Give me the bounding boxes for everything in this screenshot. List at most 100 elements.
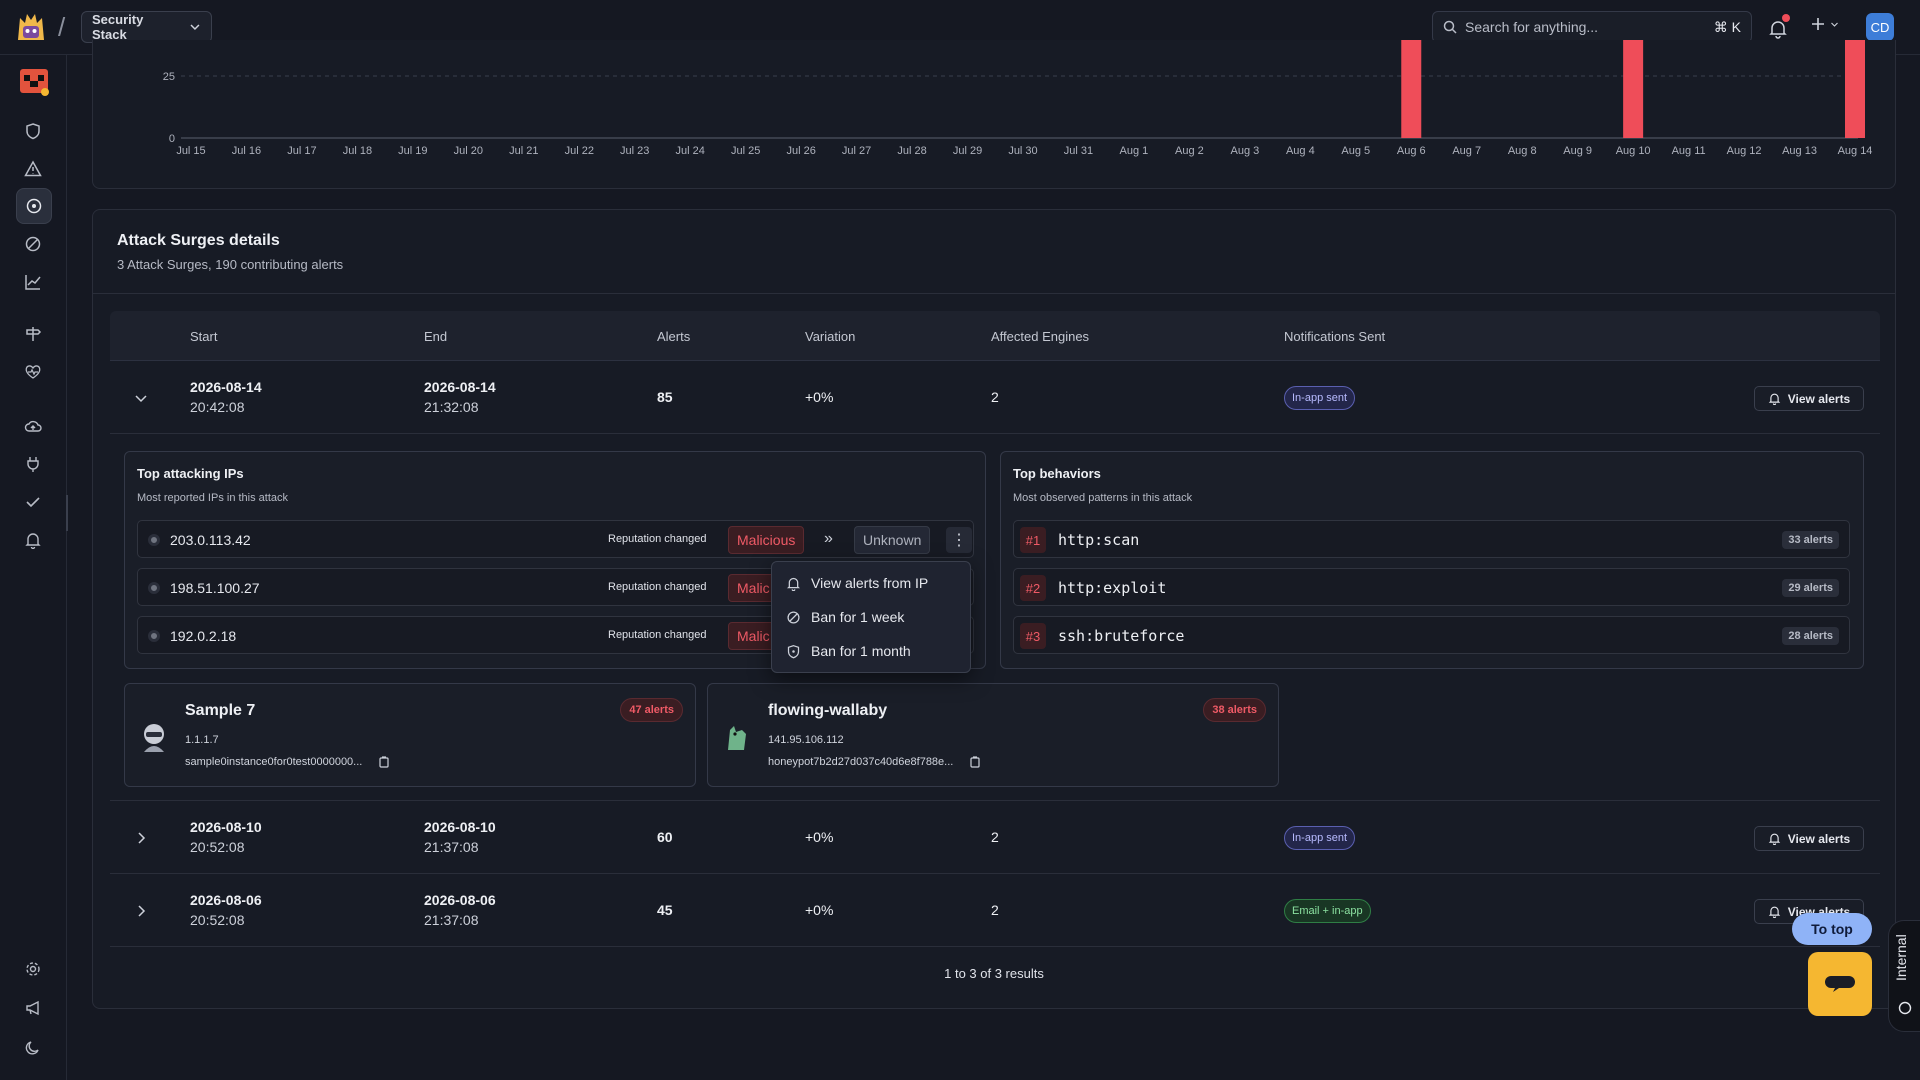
engine-name[interactable]: flowing-wallaby [768, 702, 888, 719]
start-cell: 2026-08-14 20:42:08 [190, 377, 262, 417]
column-end[interactable]: End [424, 329, 448, 344]
cloud-icon[interactable] [20, 413, 46, 439]
engine-avatar-icon [728, 726, 746, 750]
x-tick-label: Jul 26 [786, 145, 815, 157]
behavior-row[interactable]: #1 http:scan 33 alerts [1013, 520, 1850, 558]
moon-icon[interactable] [20, 1035, 46, 1061]
x-tick-label: Jul 16 [232, 145, 261, 157]
notification-badge: In-app sent [1284, 386, 1356, 410]
engine-card[interactable]: flowing-wallaby 141.95.106.112 honeypot7… [707, 683, 1279, 787]
table-row[interactable]: 2026-08-14 20:42:08 2026-08-14 21:32:08 85… [110, 361, 1880, 434]
org-logo-icon[interactable] [18, 65, 50, 97]
chevron-down-icon[interactable] [134, 391, 148, 405]
chat-button[interactable] [1808, 952, 1872, 1016]
ip-row[interactable]: 203.0.113.42 Reputation changed Maliciou… [137, 520, 974, 558]
top-behaviors-title: Top behaviors [1013, 466, 1101, 481]
attack-surges-details-card: Attack Surges details 3 Attack Surges, 1… [92, 209, 1896, 1009]
view-alerts-label: View alerts [1787, 831, 1851, 846]
end-time: 21:32:08 [424, 399, 479, 415]
engines-count: 2 [991, 902, 999, 918]
engine-id: sample0instance0for0test0000000... [185, 756, 363, 768]
bell-icon [1768, 906, 1780, 918]
user-avatar[interactable]: CD [1866, 13, 1894, 41]
ip-address[interactable]: 192.0.2.18 [170, 628, 237, 644]
sidebar-resize-handle[interactable] [66, 495, 68, 531]
sidebar [0, 55, 67, 1080]
engine-name[interactable]: Sample 7 [185, 702, 256, 719]
engine-alerts-badge: 38 alerts [1203, 698, 1266, 722]
crowdsec-logo-icon[interactable] [14, 10, 48, 44]
column-start[interactable]: Start [190, 329, 218, 344]
heart-pulse-icon[interactable] [20, 359, 46, 385]
x-tick-label: Aug 14 [1838, 145, 1873, 157]
start-date: 2026-08-06 [190, 892, 262, 908]
view-alerts-button[interactable]: View alerts [1754, 386, 1864, 411]
end-date: 2026-08-10 [424, 819, 496, 835]
more-actions-button[interactable]: ⋮ [946, 527, 972, 553]
double-chevron-right-icon: » [824, 530, 833, 547]
behavior-row[interactable]: #3 ssh:bruteforce 28 alerts [1013, 616, 1850, 654]
engine-id-row: honeypot7b2d27d037c40d6e8f788e... [768, 756, 981, 768]
internal-tab[interactable]: Internal [1888, 920, 1920, 1032]
x-tick-label: Jul 15 [176, 145, 205, 157]
shield-icon[interactable] [20, 118, 46, 144]
table-row[interactable]: 2026-08-10 20:52:08 2026-08-10 21:37:08 60… [110, 801, 1880, 874]
copy-icon[interactable] [378, 756, 390, 768]
column-affected-engines[interactable]: Affected Engines [991, 329, 1090, 344]
menu-item-view-alerts-from-ip[interactable]: View alerts from IP [786, 570, 928, 596]
chevron-right-icon[interactable] [134, 904, 148, 918]
plus-icon [1812, 18, 1824, 30]
copy-icon[interactable] [969, 756, 981, 768]
notifications-button[interactable] [1766, 14, 1790, 40]
target-icon[interactable] [16, 188, 52, 224]
top-ips-title: Top attacking IPs [137, 466, 244, 481]
column-variation[interactable]: Variation [805, 329, 856, 344]
create-menu-button[interactable] [1810, 16, 1839, 32]
x-tick-label: Jul 19 [398, 145, 427, 157]
megaphone-icon[interactable] [20, 995, 46, 1021]
help-bubble-icon [1898, 1001, 1912, 1015]
behavior-rank: #2 [1020, 575, 1046, 601]
bell-icon[interactable] [20, 527, 46, 553]
workspace-selector[interactable]: Security Stack [81, 11, 212, 43]
alert-triangle-icon[interactable] [20, 156, 46, 182]
view-alerts-button[interactable]: View alerts [1754, 826, 1864, 851]
ip-address[interactable]: 198.51.100.27 [170, 580, 260, 596]
chart-line-icon[interactable] [20, 269, 46, 295]
column-alerts[interactable]: Alerts [657, 329, 691, 344]
alerts-count: 45 [657, 902, 673, 918]
x-tick-label: Jul 17 [287, 145, 316, 157]
behavior-name: http:scan [1058, 531, 1140, 549]
breadcrumb-separator: / [58, 12, 66, 42]
ip-address[interactable]: 203.0.113.42 [170, 532, 251, 548]
engine-card[interactable]: Sample 7 1.1.1.7 sample0instance0for0tes… [124, 683, 696, 787]
menu-item-label: Ban for 1 month [811, 643, 911, 659]
behavior-row[interactable]: #2 http:exploit 29 alerts [1013, 568, 1850, 606]
x-tick-label: Aug 8 [1508, 145, 1537, 157]
chevron-down-icon [1831, 22, 1838, 27]
search-input[interactable]: Search for anything... ⌘ K [1432, 11, 1752, 43]
reputation-label: Reputation changed [608, 533, 707, 545]
reputation-label: Reputation changed [608, 629, 707, 641]
chevron-right-icon[interactable] [134, 831, 148, 845]
column-notifications-sent[interactable]: Notifications Sent [1284, 329, 1386, 344]
table-row[interactable]: 2026-08-06 20:52:08 2026-08-06 21:37:08 45… [110, 874, 1880, 947]
settings-icon[interactable] [20, 956, 46, 982]
x-tick-label: Jul 31 [1064, 145, 1093, 157]
x-tick-label: Aug 9 [1563, 145, 1592, 157]
engines-count: 2 [991, 829, 999, 845]
menu-item-ban-1-month[interactable]: Ban for 1 month [786, 638, 911, 664]
menu-item-ban-1-week[interactable]: Ban for 1 week [786, 604, 904, 630]
divider [93, 293, 1895, 294]
bar [1623, 30, 1644, 138]
plug-icon[interactable] [20, 451, 46, 477]
engine-alerts-badge: 47 alerts [620, 698, 683, 722]
x-tick-label: Jul 20 [454, 145, 483, 157]
to-top-button[interactable]: To top [1792, 913, 1872, 945]
variation-value: +0% [805, 829, 834, 845]
check-icon[interactable] [20, 489, 46, 515]
signpost-icon[interactable] [20, 321, 46, 347]
ban-icon [787, 610, 800, 624]
notification-badge: Email + in-app [1284, 899, 1371, 923]
ban-icon[interactable] [20, 231, 46, 257]
